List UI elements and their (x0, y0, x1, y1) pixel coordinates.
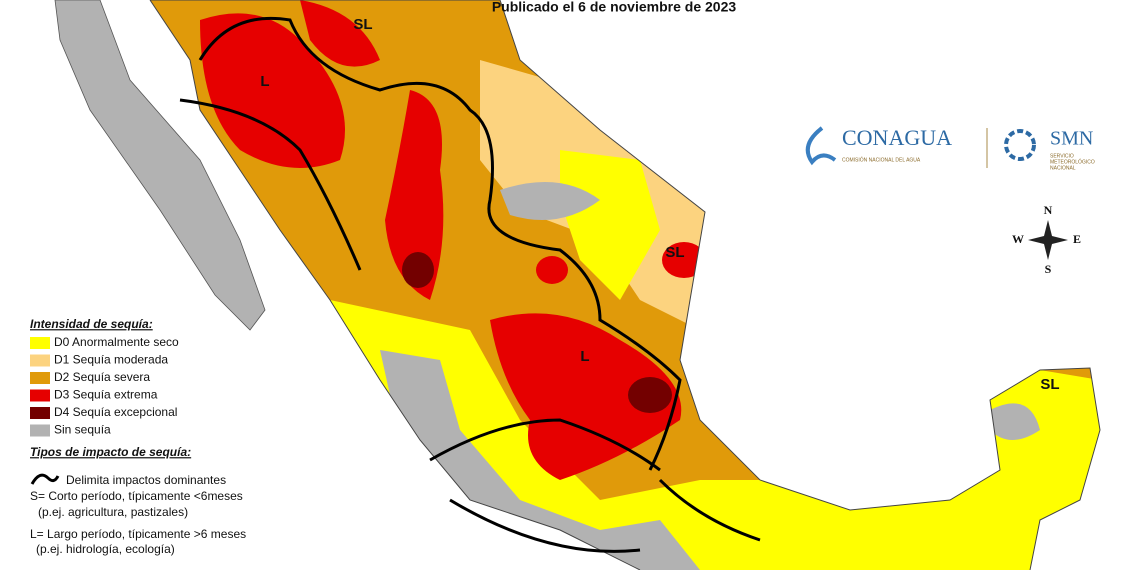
d4-area (402, 252, 434, 288)
no-drought-area (500, 182, 600, 220)
map-label: L (580, 348, 589, 365)
legend-label: (p.ej. hidrología, ecología) (36, 542, 175, 556)
compass-rose (1028, 220, 1068, 260)
conagua-name: CONAGUA (842, 125, 952, 150)
smn-subtitle: NACIONAL (1050, 165, 1076, 171)
coastline (149, 0, 1101, 570)
drought-areas (150, 0, 1100, 570)
legend-label: L= Largo período, típicamente >6 meses (30, 527, 246, 541)
legend-label: Delimita impactos dominantes (66, 473, 226, 487)
map-label: SL (353, 16, 372, 33)
smn-subtitle: METEOROLÓGICO (1050, 158, 1095, 165)
conagua-icon (805, 126, 837, 166)
legend-label: D4 Sequía excepcional (54, 405, 177, 419)
d4-area (628, 377, 672, 413)
baja-california (54, 0, 266, 331)
legend-title: Tipos de impacto de sequía: (30, 445, 191, 459)
impact-boundary (179, 98, 761, 553)
legend-swatch (30, 407, 50, 419)
compass: N S E W (1012, 203, 1081, 276)
legend-label: (p.ej. agricultura, pastizales) (38, 505, 188, 519)
d3-area (300, 0, 380, 67)
impact-boundary (198, 16, 682, 472)
legend-title: Intensidad de sequía: (30, 317, 153, 331)
map-label: L (260, 73, 269, 90)
map-label: SL (1040, 376, 1059, 393)
d3-area (385, 90, 444, 300)
d3-area (490, 313, 682, 480)
legend-swatch (30, 389, 50, 402)
compass-s: S (1045, 262, 1052, 276)
legend-label: D2 Sequía severa (54, 370, 150, 384)
legend-label: D1 Sequía moderada (54, 353, 168, 367)
legend-swatch (30, 337, 50, 349)
legend-swatch (30, 424, 50, 437)
smn-icon (1004, 129, 1036, 161)
map-label: SL (665, 244, 684, 261)
legend-label: D0 Anormalmente seco (54, 335, 179, 349)
d3-area (536, 256, 568, 284)
legend-swatch (30, 354, 50, 367)
legend-label: S= Corto período, típicamente <6meses (30, 489, 243, 503)
smn-name: SMN (1050, 128, 1093, 150)
conagua-logo: CONAGUA COMISIÓN NACIONAL DEL AGUA SMN S… (805, 125, 1095, 171)
d0-area (560, 150, 660, 300)
compass-n: N (1044, 203, 1053, 217)
publication-date: Publicado el 6 de noviembre de 2023 (492, 0, 737, 15)
smn-subtitle: SERVICIO (1050, 153, 1074, 159)
no-drought-area (990, 403, 1040, 440)
legend-swatch (30, 372, 50, 384)
boundary-icon (30, 473, 60, 485)
conagua-subtitle: COMISIÓN NACIONAL DEL AGUA (842, 156, 921, 163)
legend-label: D3 Sequía extrema (54, 388, 158, 402)
compass-e: E (1073, 232, 1081, 246)
compass-w: W (1012, 232, 1024, 246)
legend-label: Sin sequía (54, 423, 111, 437)
